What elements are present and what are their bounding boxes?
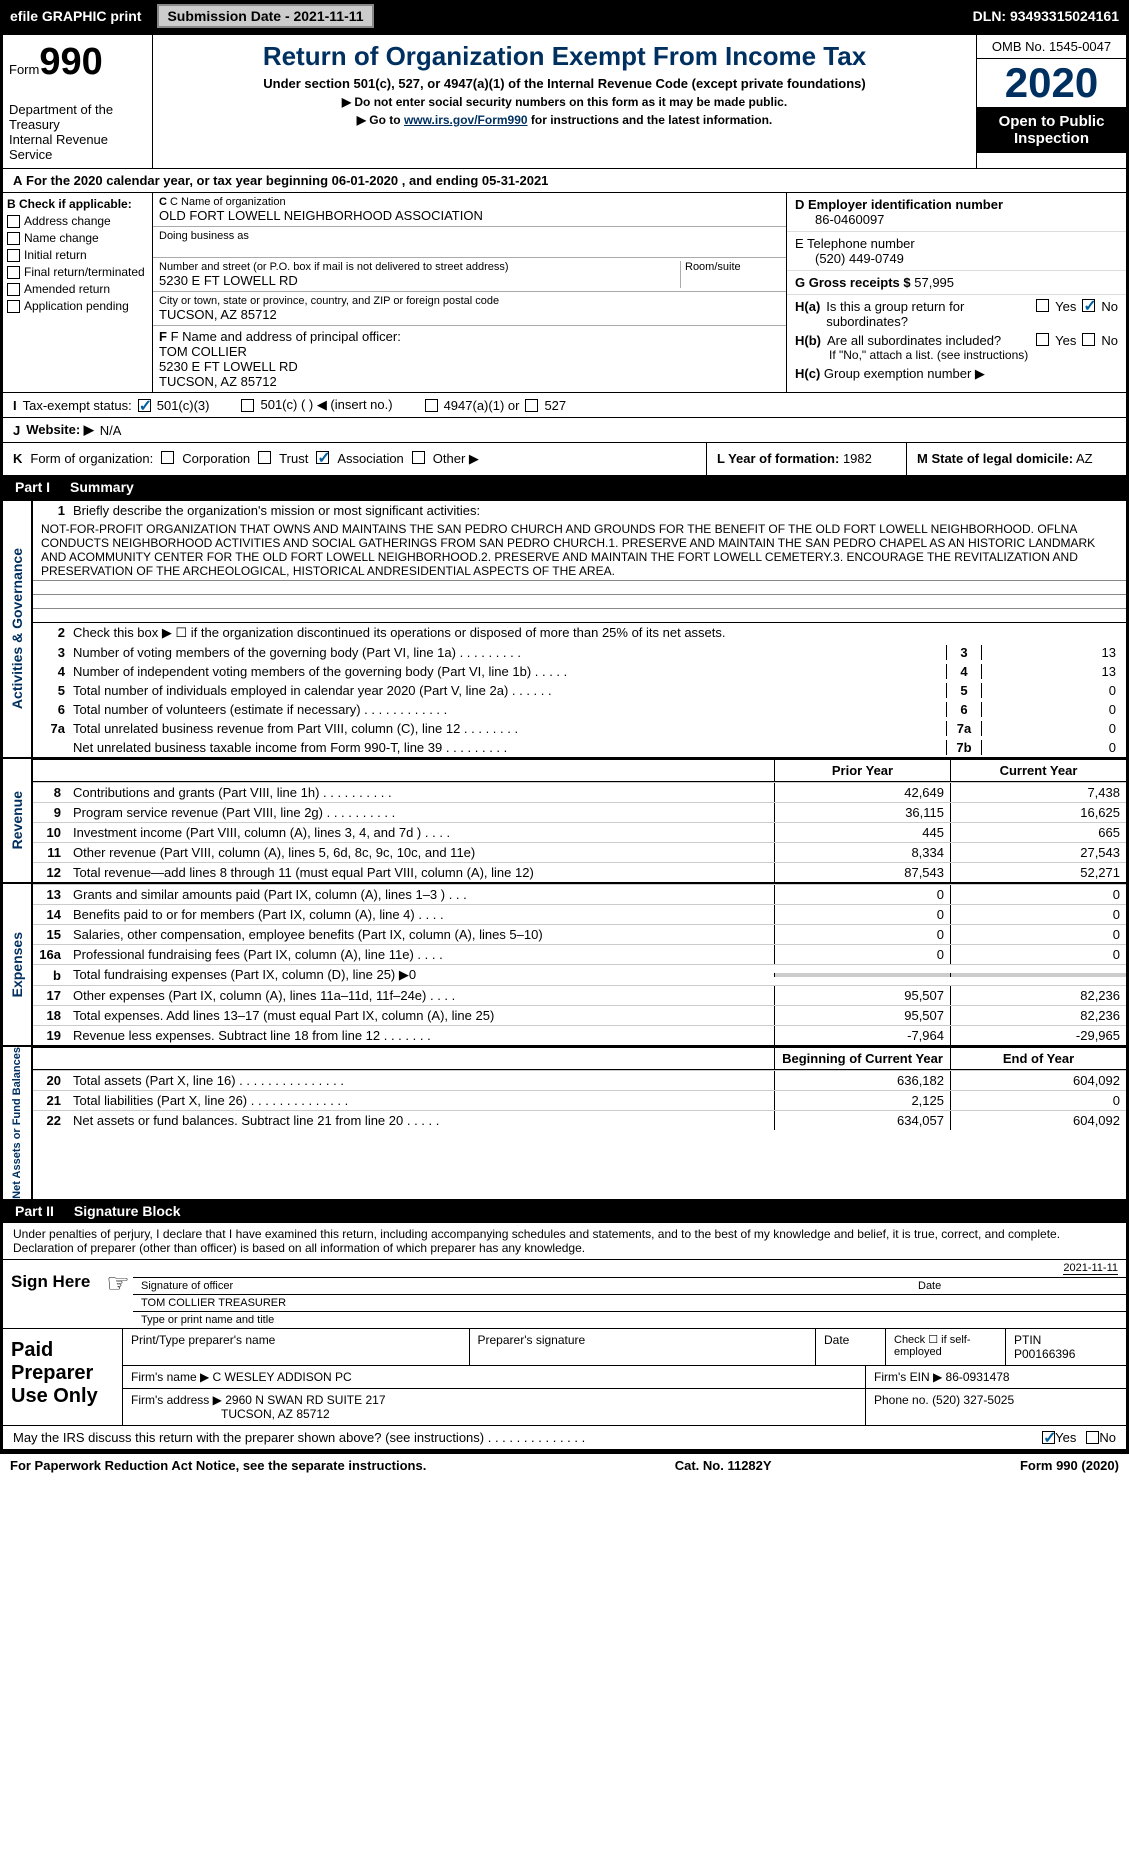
summary-line: 3Number of voting members of the governi… — [33, 643, 1126, 662]
print-name-label: Print/Type preparer's name — [123, 1329, 470, 1365]
perjury-text: Under penalties of perjury, I declare th… — [3, 1223, 1126, 1259]
dept-label: Department of the Treasury — [9, 102, 146, 132]
checkbox-item[interactable]: Amended return — [7, 282, 148, 296]
footer-left: For Paperwork Reduction Act Notice, see … — [10, 1458, 426, 1473]
firm-name: Firm's name ▶ C WESLEY ADDISON PC — [123, 1366, 866, 1388]
irs-link[interactable]: www.irs.gov/Form990 — [404, 113, 528, 127]
checkbox-item[interactable]: Address change — [7, 214, 148, 228]
summary-line: 4Number of independent voting members of… — [33, 662, 1126, 681]
m-state: M State of legal domicile: AZ — [906, 443, 1126, 475]
sig-date: 2021-11-11 — [1063, 1262, 1118, 1275]
discuss-row: May the IRS discuss this return with the… — [3, 1425, 1126, 1449]
form-number: 990 — [39, 41, 102, 83]
dba-label: Doing business as — [153, 227, 786, 258]
l-year-formation: L Year of formation: 1982 — [706, 443, 906, 475]
mission-text: NOT-FOR-PROFIT ORGANIZATION THAT OWNS AN… — [33, 520, 1126, 580]
firm-phone: Phone no. (520) 327-5025 — [866, 1389, 1126, 1425]
e-phone: E Telephone number(520) 449-0749 — [787, 232, 1126, 271]
ptin-cell: PTINP00166396 — [1006, 1329, 1126, 1365]
officer-name-title: TOM COLLIER TREASURER — [141, 1297, 286, 1309]
efile-label: efile GRAPHIC print — [10, 8, 141, 24]
line1-label: Briefly describe the organization's miss… — [73, 503, 1122, 518]
firm-addr: Firm's address ▶ 2960 N SWAN RD SUITE 21… — [123, 1389, 866, 1425]
summary-line: 5Total number of individuals employed in… — [33, 681, 1126, 700]
summary-line: 6Total number of volunteers (estimate if… — [33, 700, 1126, 719]
financial-line: 16aProfessional fundraising fees (Part I… — [33, 944, 1126, 964]
name-title-label: Type or print name and title — [141, 1314, 274, 1326]
part2-header: Part IISignature Block — [3, 1199, 1126, 1223]
check-self: Check ☐ if self-employed — [886, 1329, 1006, 1365]
financial-line: 20Total assets (Part X, line 16) . . . .… — [33, 1070, 1126, 1090]
city-label: City or town, state or province, country… — [153, 292, 786, 326]
beg-year-header: Beginning of Current Year — [774, 1048, 950, 1069]
main-title: Return of Organization Exempt From Incom… — [159, 41, 970, 72]
current-year-header: Current Year — [950, 760, 1126, 781]
omb-number: OMB No. 1545-0047 — [977, 35, 1126, 59]
row-j-website: J Website: ▶ N/A — [3, 417, 1126, 442]
checkbox-item[interactable]: Final return/terminated — [7, 265, 148, 279]
instr-ssn: ▶ Do not enter social security numbers o… — [159, 95, 970, 109]
dln: DLN: 93493315024161 — [973, 8, 1119, 24]
subtitle: Under section 501(c), 527, or 4947(a)(1)… — [159, 76, 970, 91]
d-ein: D Employer identification number86-04600… — [787, 193, 1126, 232]
g-gross: G Gross receipts $ 57,995 — [787, 271, 1126, 295]
financial-line: 19Revenue less expenses. Subtract line 1… — [33, 1025, 1126, 1045]
paid-preparer-label: Paid Preparer Use Only — [3, 1329, 123, 1425]
form-label: Form — [9, 62, 39, 77]
summary-line: 7aTotal unrelated business revenue from … — [33, 719, 1126, 738]
h-section: H(a)Is this a group return for subordina… — [787, 295, 1126, 386]
checkbox-item[interactable]: Name change — [7, 231, 148, 245]
financial-line: 13Grants and similar amounts paid (Part … — [33, 884, 1126, 904]
page-footer: For Paperwork Reduction Act Notice, see … — [0, 1452, 1129, 1477]
prep-sig-label: Preparer's signature — [470, 1329, 817, 1365]
f-officer: F F Name and address of principal office… — [153, 326, 786, 392]
prep-date-label: Date — [816, 1329, 886, 1365]
c-name-label: C C Name of organizationOLD FORT LOWELL … — [153, 193, 786, 227]
part1-header: Part ISummary — [3, 475, 1126, 499]
checkbox-item[interactable]: Initial return — [7, 248, 148, 262]
financial-line: 15Salaries, other compensation, employee… — [33, 924, 1126, 944]
financial-line: 11Other revenue (Part VIII, column (A), … — [33, 842, 1126, 862]
financial-line: 8Contributions and grants (Part VIII, li… — [33, 782, 1126, 802]
financial-line: 12Total revenue—add lines 8 through 11 (… — [33, 862, 1126, 882]
footer-center: Cat. No. 11282Y — [675, 1458, 772, 1473]
financial-line: 17Other expenses (Part IX, column (A), l… — [33, 985, 1126, 1005]
sig-officer-label: Signature of officer — [141, 1280, 918, 1292]
footer-right: Form 990 (2020) — [1020, 1458, 1119, 1473]
summary-line: Net unrelated business taxable income fr… — [33, 738, 1126, 757]
row-k-org-form: K Form of organization: Corporation Trus… — [3, 443, 706, 475]
expenses-label: Expenses — [9, 932, 25, 997]
financial-line: 22Net assets or fund balances. Subtract … — [33, 1110, 1126, 1130]
line2-text: Check this box ▶ ☐ if the organization d… — [73, 625, 1122, 641]
financial-line: 9Program service revenue (Part VIII, lin… — [33, 802, 1126, 822]
governance-label: Activities & Governance — [9, 548, 25, 709]
financial-line: bTotal fundraising expenses (Part IX, co… — [33, 964, 1126, 985]
street-label: Number and street (or P.O. box if mail i… — [159, 261, 680, 288]
form-container: Form990 Department of the Treasury Inter… — [0, 32, 1129, 1452]
financial-line: 10Investment income (Part VIII, column (… — [33, 822, 1126, 842]
prior-year-header: Prior Year — [774, 760, 950, 781]
netassets-label: Net Assets or Fund Balances — [11, 1047, 23, 1199]
tax-year: 2020 — [977, 59, 1126, 107]
end-year-header: End of Year — [950, 1048, 1126, 1069]
financial-line: 14Benefits paid to or for members (Part … — [33, 904, 1126, 924]
instr-link: ▶ Go to www.irs.gov/Form990 for instruct… — [159, 113, 970, 127]
top-bar: efile GRAPHIC print Submission Date - 20… — [0, 0, 1129, 32]
submission-date-btn[interactable]: Submission Date - 2021-11-11 — [157, 4, 373, 28]
sign-here-label: Sign Here — [3, 1260, 103, 1328]
firm-ein: Firm's EIN ▶ 86-0931478 — [866, 1366, 1126, 1388]
row-i-tax-exempt: I Tax-exempt status: 501(c)(3) 501(c) ( … — [3, 392, 1126, 417]
checkbox-item[interactable]: Application pending — [7, 299, 148, 313]
financial-line: 21Total liabilities (Part X, line 26) . … — [33, 1090, 1126, 1110]
open-public-label: Open to Public Inspection — [977, 107, 1126, 153]
row-a: A For the 2020 calendar year, or tax yea… — [3, 168, 1126, 192]
financial-line: 18Total expenses. Add lines 13–17 (must … — [33, 1005, 1126, 1025]
irs-label: Internal Revenue Service — [9, 132, 146, 162]
revenue-label: Revenue — [9, 791, 25, 849]
room-label: Room/suite — [680, 261, 780, 288]
col-b-check-applicable: B Check if applicable: Address changeNam… — [3, 193, 153, 392]
